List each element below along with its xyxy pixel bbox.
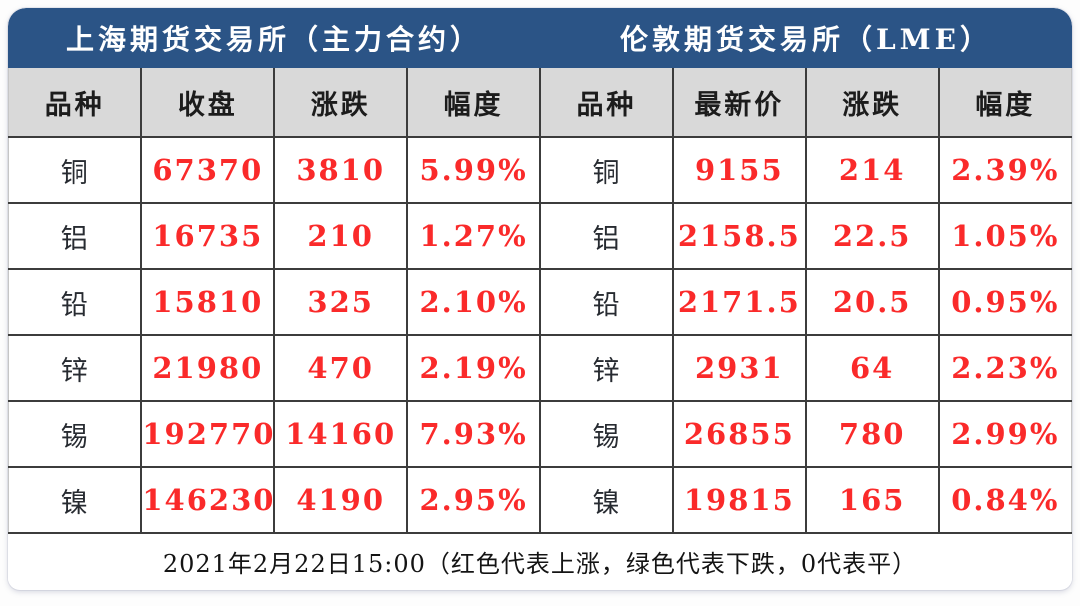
value-cell: 9155	[671, 136, 807, 204]
futures-price-card: 上海期货交易所（主力合约） 伦敦期货交易所（LME） 品种 收盘 涨跌 幅度 品…	[8, 8, 1072, 590]
value-cell: 20.5	[804, 268, 940, 336]
column-header-sh-variety: 品种	[8, 68, 143, 138]
value-cell: 780	[804, 400, 940, 468]
value-cell: 26855	[671, 400, 807, 468]
metal-name-cell: 铜	[8, 136, 143, 204]
value-cell: 325	[273, 268, 409, 336]
value-cell: 21980	[140, 334, 276, 402]
table-row-lead: 铅 15810 325 2.10% 铅 2171.5 20.5 0.95%	[8, 268, 1072, 336]
value-cell: 22.5	[804, 202, 940, 270]
futures-table: 品种 收盘 涨跌 幅度 品种 最新价 涨跌 幅度 铜 67370 3810 5.…	[8, 68, 1072, 534]
value-cell: 15810	[140, 268, 276, 336]
value-cell: 214	[804, 136, 940, 204]
value-cell: 5.99%	[406, 136, 541, 204]
metal-name-cell: 镍	[8, 466, 143, 534]
value-cell: 2.19%	[406, 334, 541, 402]
value-cell: 14160	[273, 400, 409, 468]
value-cell: 67370	[140, 136, 276, 204]
metal-name-cell: 铝	[8, 202, 143, 270]
value-cell: 1.27%	[406, 202, 541, 270]
column-header-lme-percent: 幅度	[937, 68, 1072, 138]
value-cell: 3810	[273, 136, 409, 204]
value-cell: 2171.5	[671, 268, 807, 336]
column-header-lme-latest: 最新价	[671, 68, 807, 138]
column-header-lme-change: 涨跌	[804, 68, 940, 138]
column-header-lme-variety: 品种	[539, 68, 674, 138]
value-cell: 7.93%	[406, 400, 541, 468]
value-cell: 165	[804, 466, 940, 534]
metal-name-cell: 锌	[8, 334, 143, 402]
table-row-tin: 锡 192770 14160 7.93% 锡 26855 780 2.99%	[8, 400, 1072, 468]
exchange-title-bar: 上海期货交易所（主力合约） 伦敦期货交易所（LME）	[8, 8, 1072, 68]
value-cell: 2931	[671, 334, 807, 402]
value-cell: 2.99%	[937, 400, 1072, 468]
metal-name-cell: 铅	[8, 268, 143, 336]
value-cell: 19815	[671, 466, 807, 534]
value-cell: 0.95%	[937, 268, 1072, 336]
value-cell: 2.95%	[406, 466, 541, 534]
value-cell: 4190	[273, 466, 409, 534]
table-row-copper: 铜 67370 3810 5.99% 铜 9155 214 2.39%	[8, 136, 1072, 204]
column-header-sh-percent: 幅度	[406, 68, 541, 138]
value-cell: 0.84%	[937, 466, 1072, 534]
table-row-aluminum: 铝 16735 210 1.27% 铝 2158.5 22.5 1.05%	[8, 202, 1072, 270]
value-cell: 210	[273, 202, 409, 270]
table-row-nickel: 镍 146230 4190 2.95% 镍 19815 165 0.84%	[8, 466, 1072, 534]
exchange-title-lme: 伦敦期货交易所（LME）	[619, 23, 993, 56]
value-cell: 2.23%	[937, 334, 1072, 402]
exchange-title-shanghai: 上海期货交易所（主力合约）	[65, 23, 482, 56]
metal-name-cell: 锡	[8, 400, 143, 468]
timestamp-legend-note: 2021年2月22日15:00（红色代表上涨，绿色代表下跌，0代表平）	[8, 534, 1072, 588]
value-cell: 64	[804, 334, 940, 402]
value-cell: 1.05%	[937, 202, 1072, 270]
metal-name-cell: 铝	[539, 202, 674, 270]
column-header-sh-change: 涨跌	[273, 68, 409, 138]
value-cell: 2.39%	[937, 136, 1072, 204]
value-cell: 192770	[140, 400, 276, 468]
metal-name-cell: 镍	[539, 466, 674, 534]
value-cell: 2158.5	[671, 202, 807, 270]
metal-name-cell: 铅	[539, 268, 674, 336]
value-cell: 16735	[140, 202, 276, 270]
metal-name-cell: 锌	[539, 334, 674, 402]
column-header-sh-close: 收盘	[140, 68, 276, 138]
metal-name-cell: 锡	[539, 400, 674, 468]
value-cell: 470	[273, 334, 409, 402]
value-cell: 2.10%	[406, 268, 541, 336]
value-cell: 146230	[140, 466, 276, 534]
table-row-zinc: 锌 21980 470 2.19% 锌 2931 64 2.23%	[8, 334, 1072, 402]
column-header-row: 品种 收盘 涨跌 幅度 品种 最新价 涨跌 幅度	[8, 68, 1072, 138]
metal-name-cell: 铜	[539, 136, 674, 204]
